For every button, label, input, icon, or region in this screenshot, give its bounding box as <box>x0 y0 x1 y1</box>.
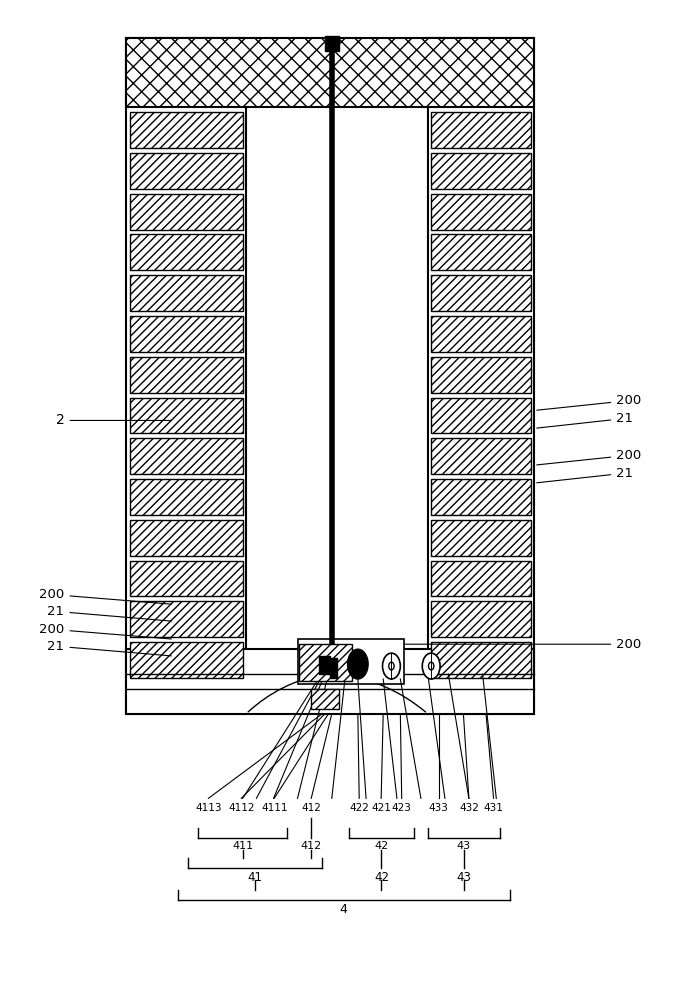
Text: 412: 412 <box>301 803 321 813</box>
Text: 21: 21 <box>48 605 171 621</box>
Bar <box>130 316 243 352</box>
Bar <box>431 316 531 352</box>
Bar <box>431 601 531 637</box>
Text: 4112: 4112 <box>228 803 254 813</box>
Bar <box>431 357 531 393</box>
Text: 43: 43 <box>457 841 471 851</box>
Bar <box>130 398 243 433</box>
Bar <box>126 38 246 714</box>
Text: 2: 2 <box>56 413 171 427</box>
Bar <box>130 234 243 270</box>
Bar <box>319 656 330 674</box>
Circle shape <box>383 653 400 679</box>
Text: 21: 21 <box>537 412 633 428</box>
Text: 4113: 4113 <box>195 803 222 813</box>
Bar <box>130 479 243 515</box>
Bar <box>130 275 243 311</box>
Text: 432: 432 <box>459 803 479 813</box>
Bar <box>431 194 531 230</box>
Text: 42: 42 <box>374 871 389 884</box>
Text: 42: 42 <box>375 841 388 851</box>
Text: 411: 411 <box>232 841 253 851</box>
Circle shape <box>428 662 434 670</box>
Bar <box>431 234 531 270</box>
Bar <box>431 112 531 148</box>
Bar <box>298 639 404 684</box>
Bar <box>431 438 531 474</box>
Text: 43: 43 <box>456 871 471 884</box>
Bar <box>431 479 531 515</box>
Bar <box>431 275 531 311</box>
Circle shape <box>422 653 440 679</box>
Text: 200: 200 <box>39 623 171 639</box>
Text: 21: 21 <box>48 640 171 656</box>
Bar <box>299 644 352 681</box>
Bar <box>431 561 531 596</box>
Bar <box>126 649 534 714</box>
Bar <box>130 438 243 474</box>
Text: 433: 433 <box>429 803 448 813</box>
Bar <box>130 520 243 556</box>
Text: 200: 200 <box>537 449 641 465</box>
Text: 4: 4 <box>340 903 348 916</box>
Bar <box>431 398 531 433</box>
Text: 421: 421 <box>371 803 391 813</box>
Text: 412: 412 <box>301 841 322 851</box>
Text: 21: 21 <box>537 467 633 483</box>
Text: 4111: 4111 <box>261 803 287 813</box>
Circle shape <box>348 649 368 679</box>
Bar <box>126 38 534 107</box>
Bar <box>130 561 243 596</box>
Text: 422: 422 <box>349 803 369 813</box>
Bar <box>330 658 337 678</box>
Bar <box>431 642 531 678</box>
Text: 200: 200 <box>537 394 641 410</box>
Text: 431: 431 <box>484 803 504 813</box>
Bar <box>130 153 243 189</box>
Circle shape <box>389 662 394 670</box>
Bar <box>130 642 243 678</box>
Bar <box>130 357 243 393</box>
Text: 41: 41 <box>247 871 262 884</box>
Bar <box>311 689 339 709</box>
Bar <box>431 153 531 189</box>
Text: 423: 423 <box>392 803 412 813</box>
Bar <box>325 36 339 51</box>
Text: 200: 200 <box>39 588 171 604</box>
Bar <box>130 601 243 637</box>
Bar <box>431 520 531 556</box>
Bar <box>130 194 243 230</box>
Bar <box>130 112 243 148</box>
Bar <box>428 38 534 714</box>
Text: 200: 200 <box>379 638 641 651</box>
